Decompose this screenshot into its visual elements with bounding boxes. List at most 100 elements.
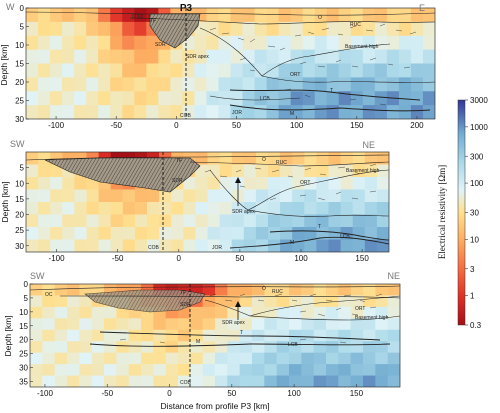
- ann-cob-3: COB: [180, 380, 192, 386]
- resistivity-cell: [326, 35, 340, 51]
- resistivity-cell: [116, 341, 130, 354]
- resistivity-cell: [147, 239, 160, 252]
- resistivity-cell: [264, 364, 278, 377]
- resistivity-cell: [122, 63, 135, 78]
- resistivity-cell: [254, 105, 268, 119]
- resistivity-cell: [255, 164, 269, 178]
- resistivity-grid-1: [26, 8, 435, 119]
- ann-sdr-2: SDR: [172, 178, 183, 184]
- resistivity-cell: [62, 77, 75, 92]
- ann-m-2: M: [290, 240, 294, 246]
- resistivity-cell: [62, 91, 75, 106]
- resistivity-cell: [302, 63, 316, 78]
- resistivity-cell: [74, 49, 87, 65]
- resistivity-cell: [134, 227, 148, 241]
- resistivity-cell: [110, 49, 123, 65]
- resistivity-cell: [301, 364, 315, 377]
- resistivity-cell: [67, 352, 80, 365]
- resistivity-cell: [398, 21, 412, 37]
- colorbar-tick-label: 0.3: [470, 321, 482, 330]
- resistivity-cell: [313, 306, 327, 319]
- resistivity-cell: [374, 63, 388, 78]
- resistivity-cell: [74, 21, 87, 37]
- resistivity-cell: [376, 214, 389, 228]
- resistivity-cell: [141, 364, 154, 377]
- ann-tf-3: TF: [180, 290, 186, 296]
- x-tick-label: 0: [174, 121, 179, 130]
- resistivity-cell: [387, 284, 400, 297]
- resistivity-cell: [301, 352, 315, 365]
- resistivity-cell: [141, 329, 154, 342]
- resistivity-cell: [74, 35, 87, 51]
- resistivity-cell: [74, 177, 88, 191]
- resistivity-cell: [42, 364, 56, 377]
- y-tick-label: 10: [19, 308, 28, 317]
- resistivity-cell: [387, 375, 400, 387]
- resistivity-cell: [338, 105, 352, 119]
- resistivity-cell: [74, 214, 88, 228]
- resistivity-cell: [362, 8, 376, 23]
- resistivity-cell: [178, 375, 191, 387]
- resistivity-cell: [314, 77, 328, 92]
- resistivity-cell: [302, 49, 316, 65]
- sdr-body-1: [149, 13, 201, 49]
- resistivity-cell: [340, 177, 354, 191]
- resistivity-cell: [79, 284, 93, 297]
- resistivity-cell: [387, 352, 400, 365]
- resistivity-cell: [146, 49, 159, 65]
- resistivity-cell: [374, 49, 388, 65]
- resistivity-cell: [26, 91, 39, 106]
- ann-sdr-1: SDR: [155, 42, 166, 48]
- resistivity-cell: [74, 8, 87, 23]
- y-axis-label-1: Depth [km]: [0, 44, 9, 85]
- resistivity-cell: [398, 63, 412, 78]
- resistivity-cell: [252, 364, 265, 377]
- resistivity-cell: [387, 306, 400, 319]
- resistivity-cell: [74, 189, 88, 203]
- resistivity-cell: [128, 341, 142, 354]
- resistivity-cell: [62, 63, 75, 78]
- y-tick-label: 5: [20, 23, 25, 32]
- resistivity-cell: [159, 202, 172, 216]
- resistivity-cell: [190, 375, 204, 387]
- resistivity-cell: [252, 318, 265, 331]
- resistivity-cell: [50, 105, 63, 119]
- resistivity-cell: [386, 49, 400, 65]
- resistivity-cell: [62, 227, 75, 241]
- resistivity-cell: [364, 239, 378, 252]
- resistivity-cell: [146, 77, 159, 92]
- resistivity-cell: [50, 214, 63, 228]
- resistivity-cell: [38, 35, 51, 51]
- resistivity-cell: [242, 8, 256, 23]
- resistivity-cell: [255, 177, 269, 191]
- resistivity-cell: [218, 21, 232, 37]
- resistivity-cell: [239, 295, 253, 308]
- resistivity-cell: [301, 306, 315, 319]
- resistivity-cell: [350, 341, 364, 354]
- resistivity-cell: [207, 227, 221, 241]
- x-ticks-3: -100 -50 0 50 100 150: [37, 384, 364, 398]
- resistivity-cell: [62, 49, 75, 65]
- resistivity-cell: [91, 329, 105, 342]
- resistivity-cell: [86, 91, 99, 106]
- resistivity-cell: [194, 91, 208, 106]
- colorbar-tick-label: 300: [470, 152, 484, 161]
- resistivity-cell: [153, 341, 167, 354]
- resistivity-cell: [301, 329, 315, 342]
- resistivity-cell: [26, 152, 39, 166]
- resistivity-cell: [326, 21, 340, 37]
- resistivity-cell: [207, 152, 221, 166]
- resistivity-cell: [54, 375, 68, 387]
- resistivity-cell: [141, 318, 154, 331]
- resistivity-cell: [116, 375, 130, 387]
- resistivity-cell: [301, 318, 315, 331]
- resistivity-cell: [338, 49, 352, 65]
- resistivity-cell: [128, 352, 142, 365]
- x-tick-label: -100: [48, 121, 65, 130]
- resistivity-cell: [67, 364, 80, 377]
- resistivity-cell: [206, 91, 220, 106]
- resistivity-cell: [182, 91, 196, 106]
- resistivity-cell: [134, 214, 148, 228]
- resistivity-cell: [254, 21, 268, 37]
- resistivity-cell: [50, 49, 63, 65]
